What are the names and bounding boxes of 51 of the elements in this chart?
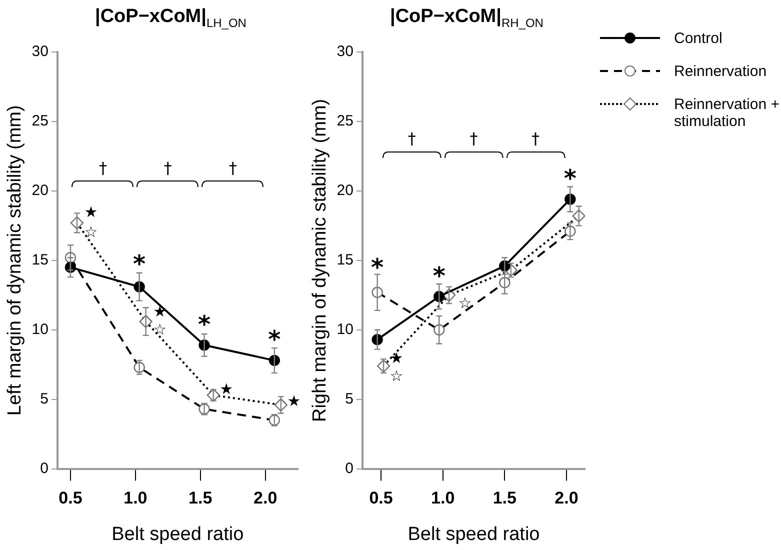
- y-tick-label: 20: [336, 182, 354, 200]
- y-tick-label: 30: [336, 43, 354, 60]
- annotation: *: [371, 254, 384, 282]
- y-tick-label: 25: [336, 112, 354, 130]
- x-tick-label: 1.0: [124, 488, 148, 508]
- annotation: ☆: [458, 294, 472, 312]
- annotation: *: [564, 164, 577, 193]
- annotation: ☆: [390, 366, 404, 385]
- x-tick-label: 2.0: [554, 488, 578, 508]
- chart-title: |CoP−xCoM|$_{RH_ON}$: [390, 6, 544, 30]
- legend-label: Reinnervation: [674, 63, 768, 80]
- x-tick-label: 1.5: [492, 488, 516, 508]
- y-tick-label: 20: [32, 182, 48, 200]
- legend-label: Reinnervation + stimulation: [674, 96, 780, 130]
- y-tick-label: 25: [32, 112, 48, 130]
- y-axis-title: Left margin of dynamic stability (mm): [4, 105, 26, 416]
- x-tick-label: 1.5: [188, 488, 212, 508]
- x-axis-title: Belt speed ratio: [112, 524, 244, 545]
- y-tick-label: 30: [32, 43, 48, 60]
- y-tick-label: 0: [345, 460, 354, 477]
- annotation: *: [133, 250, 146, 278]
- annotation: †: [470, 129, 478, 148]
- annotation: ☆: [84, 222, 98, 241]
- annotation: *: [432, 262, 446, 290]
- legend-label: Control: [674, 30, 724, 47]
- annotation: †: [532, 129, 540, 148]
- annotation: †: [164, 158, 172, 178]
- y-tick-label: 10: [336, 321, 354, 338]
- x-tick-label: 0.5: [369, 488, 393, 508]
- annotation: †: [228, 158, 237, 178]
- y-axis-title: Right margin of dynamic stability (mm): [310, 98, 331, 422]
- annotation: *: [268, 326, 282, 354]
- y-tick-label: 10: [32, 321, 48, 338]
- y-tick-label: 5: [345, 390, 354, 408]
- annotation: ★: [390, 348, 404, 367]
- annotation: †: [408, 129, 416, 148]
- y-tick-label: 15: [32, 252, 48, 269]
- chart-title: |CoP−xCoM|$_{LH_ON}$: [95, 6, 246, 30]
- x-tick-label: 1.0: [431, 488, 455, 508]
- annotation: †: [98, 158, 107, 178]
- annotation: ★: [84, 202, 98, 221]
- annotation: *: [198, 310, 211, 338]
- x-tick-label: 0.5: [58, 488, 82, 508]
- annotation: ★: [220, 380, 234, 398]
- y-tick-label: 0: [40, 460, 48, 477]
- annotation: ★: [287, 392, 301, 410]
- x-axis-title: Belt speed ratio: [408, 524, 540, 545]
- annotation: ★: [153, 302, 167, 320]
- y-tick-label: 5: [40, 390, 48, 408]
- x-tick-label: 2.0: [254, 488, 278, 508]
- y-tick-label: 15: [336, 252, 354, 269]
